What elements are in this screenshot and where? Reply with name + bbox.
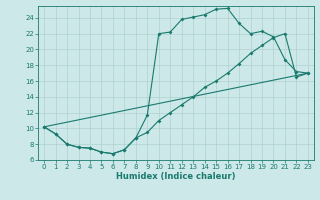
X-axis label: Humidex (Indice chaleur): Humidex (Indice chaleur) [116,172,236,181]
